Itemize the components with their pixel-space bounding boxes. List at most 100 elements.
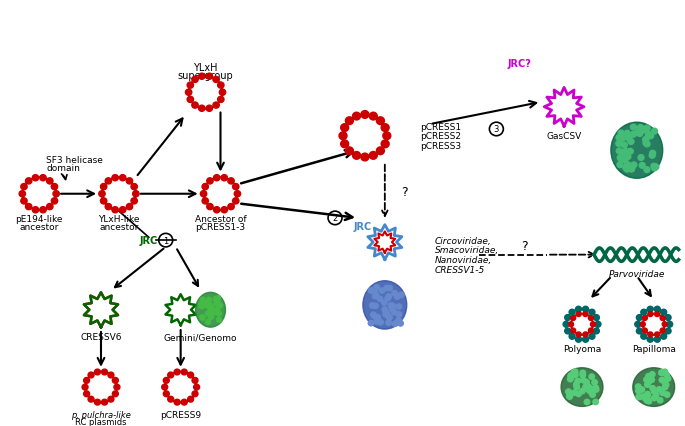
Circle shape (648, 312, 653, 317)
Circle shape (88, 396, 94, 402)
Text: JRC?: JRC? (508, 59, 532, 69)
Circle shape (200, 302, 205, 307)
Circle shape (384, 286, 390, 291)
Circle shape (583, 384, 588, 390)
Text: 3: 3 (494, 125, 499, 134)
Circle shape (221, 175, 227, 181)
Circle shape (637, 131, 643, 137)
Circle shape (643, 316, 647, 321)
Circle shape (392, 291, 397, 296)
Circle shape (214, 207, 220, 213)
Circle shape (209, 305, 214, 310)
Circle shape (571, 316, 575, 321)
Circle shape (663, 382, 669, 388)
Circle shape (215, 308, 220, 312)
Circle shape (660, 316, 665, 321)
Circle shape (187, 97, 193, 103)
Circle shape (174, 399, 180, 405)
Circle shape (373, 303, 378, 309)
Circle shape (202, 199, 208, 204)
Circle shape (51, 184, 58, 190)
Text: p. pulchra-like: p. pulchra-like (71, 410, 131, 419)
Circle shape (114, 384, 120, 390)
Circle shape (84, 377, 90, 383)
Circle shape (204, 301, 209, 305)
Circle shape (369, 321, 374, 326)
Text: Parvoviridae: Parvoviridae (608, 270, 665, 279)
Circle shape (361, 154, 369, 161)
Circle shape (590, 322, 595, 327)
Circle shape (625, 162, 631, 168)
Circle shape (207, 302, 212, 307)
Circle shape (593, 386, 598, 391)
Circle shape (617, 162, 623, 168)
Circle shape (651, 129, 658, 135)
Circle shape (623, 165, 629, 171)
Circle shape (589, 334, 595, 340)
Circle shape (126, 178, 133, 184)
Text: CRESSV1-5: CRESSV1-5 (434, 265, 485, 274)
Circle shape (588, 316, 593, 321)
Polygon shape (84, 293, 118, 327)
Circle shape (339, 132, 347, 140)
Circle shape (25, 178, 32, 184)
Circle shape (585, 384, 591, 389)
Circle shape (168, 372, 174, 378)
Circle shape (108, 372, 114, 378)
Circle shape (635, 130, 640, 136)
Circle shape (624, 167, 630, 173)
Circle shape (32, 207, 38, 213)
Circle shape (664, 392, 670, 397)
Circle shape (571, 328, 575, 333)
Circle shape (584, 399, 590, 405)
Circle shape (569, 334, 575, 340)
Text: JRC: JRC (353, 221, 372, 231)
Circle shape (654, 337, 660, 343)
Circle shape (630, 132, 636, 138)
Circle shape (382, 300, 387, 305)
Circle shape (583, 332, 588, 337)
Circle shape (32, 175, 38, 181)
Circle shape (649, 377, 654, 383)
Circle shape (207, 178, 213, 184)
Circle shape (590, 392, 595, 397)
Circle shape (650, 386, 656, 391)
Circle shape (383, 312, 388, 317)
Circle shape (586, 385, 592, 391)
Circle shape (206, 304, 212, 309)
Circle shape (214, 310, 219, 315)
Circle shape (646, 374, 651, 379)
Circle shape (218, 83, 224, 89)
Circle shape (660, 310, 667, 315)
Circle shape (105, 178, 112, 184)
Circle shape (182, 399, 187, 405)
Circle shape (218, 97, 224, 103)
Circle shape (340, 141, 349, 148)
Circle shape (133, 191, 139, 197)
Circle shape (621, 143, 627, 149)
Circle shape (642, 394, 647, 399)
Circle shape (566, 394, 573, 400)
Circle shape (643, 137, 649, 143)
Circle shape (617, 155, 623, 161)
Circle shape (593, 315, 599, 321)
Circle shape (131, 199, 138, 204)
Circle shape (620, 135, 626, 141)
Ellipse shape (196, 293, 225, 327)
Circle shape (659, 370, 665, 375)
Circle shape (665, 315, 671, 321)
Circle shape (626, 133, 632, 139)
Circle shape (188, 396, 194, 402)
Circle shape (575, 307, 582, 312)
Circle shape (576, 332, 581, 337)
Circle shape (636, 384, 641, 389)
Circle shape (206, 320, 210, 325)
Circle shape (112, 391, 119, 397)
Circle shape (377, 118, 384, 125)
Circle shape (101, 369, 108, 375)
Circle shape (662, 380, 667, 385)
Circle shape (216, 318, 221, 322)
Circle shape (47, 204, 53, 210)
Circle shape (582, 337, 588, 343)
Circle shape (624, 132, 630, 138)
